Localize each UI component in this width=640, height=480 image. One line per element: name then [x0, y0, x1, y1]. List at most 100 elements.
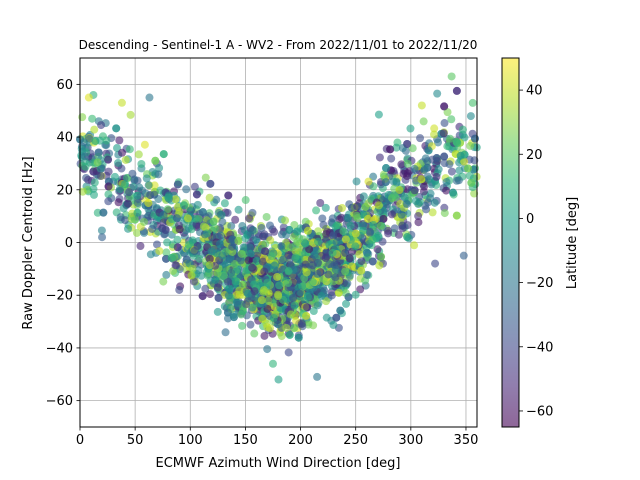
scatter-point [442, 177, 451, 186]
scatter-point [339, 227, 348, 236]
scatter-point [279, 255, 288, 264]
scatter-point [112, 124, 121, 133]
scatter-point [182, 185, 191, 194]
scatter-point [431, 259, 440, 268]
scatter-point [302, 268, 311, 277]
scatter-point [301, 260, 310, 269]
scatter-point [329, 231, 338, 240]
scatter-point [218, 217, 227, 226]
scatter-point [97, 121, 106, 130]
scatter-point [332, 313, 341, 322]
x-tick-label: 50 [127, 433, 144, 448]
scatter-point [104, 182, 113, 191]
colorbar-tick-label: −20 [526, 276, 553, 291]
colorbar-label: Latitude [deg] [565, 197, 580, 289]
scatter-point [355, 250, 364, 259]
scatter-point [210, 223, 219, 232]
scatter-point [194, 266, 203, 275]
scatter-point [234, 236, 243, 245]
y-tick-label: 0 [65, 236, 73, 251]
scatter-point [374, 201, 383, 210]
scatter-point [257, 296, 266, 305]
colorbar-frame [501, 57, 520, 428]
scatter-point [237, 249, 246, 258]
scatter-point [199, 222, 208, 231]
x-axis-label: ECMWF Azimuth Wind Direction [deg] [156, 456, 401, 471]
scatter-point [293, 237, 302, 246]
scatter-point [118, 148, 127, 157]
scatter-point [159, 210, 168, 219]
scatter-point [296, 288, 305, 297]
scatter-point [241, 234, 250, 243]
scatter-point [88, 114, 97, 123]
scatter-point [223, 208, 232, 217]
scatter-point [89, 167, 98, 176]
scatter-point [227, 221, 236, 230]
scatter-point [246, 320, 255, 329]
scatter-point [113, 144, 122, 153]
scatter-point [351, 229, 360, 238]
scatter-point [345, 254, 354, 263]
scatter-point [466, 112, 475, 121]
scatter-point [357, 257, 366, 266]
scatter-point [128, 169, 137, 178]
scatter-point [187, 271, 196, 280]
colorbar-tick-label: −60 [526, 404, 553, 419]
scatter-point [104, 167, 113, 176]
scatter-point [151, 156, 160, 165]
scatter-point [378, 237, 387, 246]
scatter-point [144, 181, 153, 190]
x-tick-label: 100 [178, 433, 203, 448]
scatter-point [285, 330, 294, 339]
scatter-point [397, 210, 406, 219]
scatter-point [392, 177, 401, 186]
scatter-point [284, 251, 293, 260]
scatter-point [422, 205, 431, 214]
x-tick-label: 300 [398, 433, 423, 448]
scatter-point [182, 255, 191, 264]
scatter-point [212, 195, 221, 204]
x-tick-label: 250 [343, 433, 368, 448]
scatter-point [445, 160, 454, 169]
scatter-point [344, 293, 353, 302]
scatter-point [167, 253, 176, 262]
scatter-points [76, 72, 481, 384]
scatter-point [248, 208, 257, 217]
scatter-point [394, 230, 403, 239]
scatter-point [114, 158, 123, 167]
scatter-point [352, 177, 361, 186]
y-tick-label: 40 [56, 131, 73, 146]
scatter-point [294, 333, 303, 342]
scatter-point [126, 110, 135, 119]
scatter-point [179, 201, 188, 210]
scatter-point [382, 164, 391, 173]
scatter-point [363, 248, 372, 257]
x-tick-label: 200 [288, 433, 313, 448]
scatter-point [363, 214, 372, 223]
scatter-point [173, 203, 182, 212]
scatter-point [452, 211, 461, 220]
scatter-point [270, 261, 279, 270]
scatter-point [242, 300, 251, 309]
scatter-point [290, 220, 299, 229]
scatter-point [375, 261, 384, 270]
scatter-point [417, 175, 426, 184]
scatter-point [414, 212, 423, 221]
scatter-point [308, 261, 317, 270]
scatter-point [110, 172, 119, 181]
y-tick-label: 60 [56, 78, 73, 93]
scatter-point [260, 232, 269, 241]
scatter-point [341, 267, 350, 276]
scatter-point [98, 233, 107, 242]
scatter-point [273, 272, 282, 281]
scatter-point [369, 221, 378, 230]
scatter-point [213, 307, 222, 316]
scatter-point [159, 277, 168, 286]
scatter-point [190, 277, 198, 286]
scatter-point [377, 252, 386, 261]
scatter-point [137, 159, 146, 168]
scatter-point [89, 184, 98, 193]
scatter-point [364, 177, 373, 186]
scatter-point [310, 250, 319, 259]
scatter-point [313, 237, 322, 246]
